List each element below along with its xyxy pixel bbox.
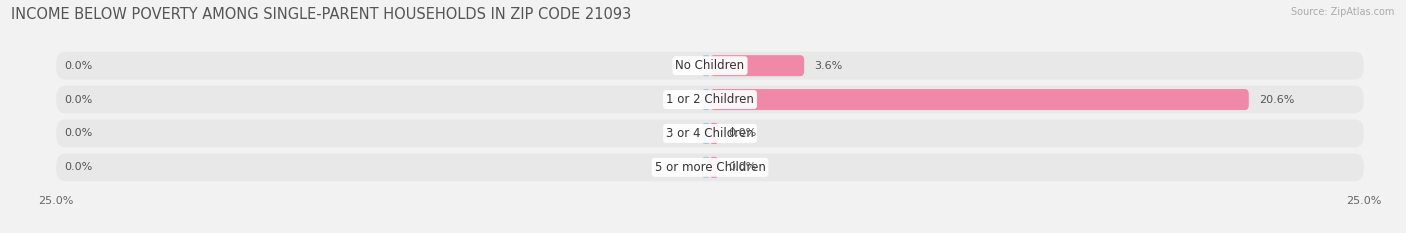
FancyBboxPatch shape (710, 123, 718, 144)
Text: 0.0%: 0.0% (65, 128, 93, 138)
Text: 0.0%: 0.0% (728, 128, 756, 138)
FancyBboxPatch shape (710, 157, 718, 178)
Text: 0.0%: 0.0% (728, 162, 756, 172)
Text: INCOME BELOW POVERTY AMONG SINGLE-PARENT HOUSEHOLDS IN ZIP CODE 21093: INCOME BELOW POVERTY AMONG SINGLE-PARENT… (11, 7, 631, 22)
Text: 0.0%: 0.0% (65, 95, 93, 105)
Text: 20.6%: 20.6% (1260, 95, 1295, 105)
Text: 5 or more Children: 5 or more Children (655, 161, 765, 174)
Text: No Children: No Children (675, 59, 745, 72)
Text: 3.6%: 3.6% (814, 61, 842, 71)
Text: 0.0%: 0.0% (65, 61, 93, 71)
Text: Source: ZipAtlas.com: Source: ZipAtlas.com (1291, 7, 1395, 17)
FancyBboxPatch shape (702, 89, 710, 110)
Text: 0.0%: 0.0% (65, 162, 93, 172)
Text: 1 or 2 Children: 1 or 2 Children (666, 93, 754, 106)
FancyBboxPatch shape (56, 52, 1364, 79)
FancyBboxPatch shape (702, 123, 710, 144)
Text: 3 or 4 Children: 3 or 4 Children (666, 127, 754, 140)
FancyBboxPatch shape (56, 154, 1364, 181)
FancyBboxPatch shape (702, 157, 710, 178)
FancyBboxPatch shape (710, 89, 1249, 110)
FancyBboxPatch shape (56, 120, 1364, 147)
FancyBboxPatch shape (56, 86, 1364, 113)
FancyBboxPatch shape (702, 55, 710, 76)
FancyBboxPatch shape (710, 55, 804, 76)
